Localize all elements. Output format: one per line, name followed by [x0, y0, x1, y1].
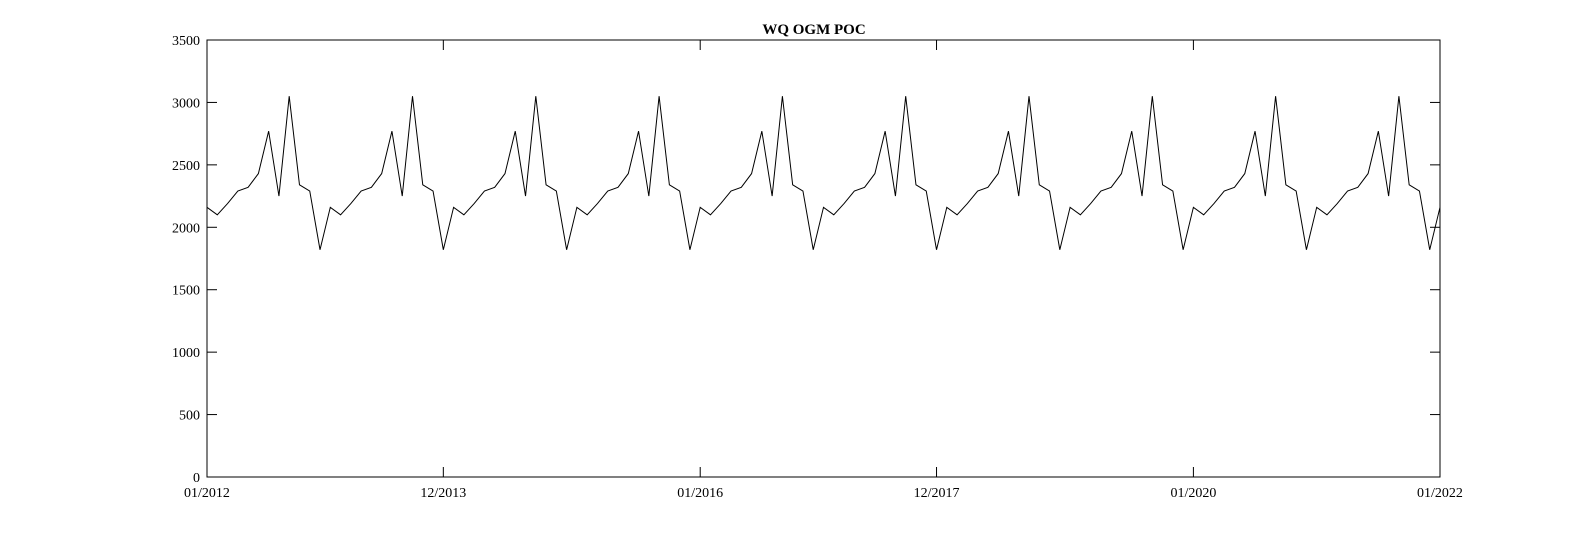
y-tick-label: 1000 — [172, 346, 200, 361]
y-tick-label: 500 — [179, 409, 200, 424]
y-tick-label: 1500 — [172, 284, 200, 299]
y-tick-label: 2500 — [172, 159, 200, 174]
x-tick-label: 01/2012 — [184, 486, 230, 501]
x-tick-label: 12/2017 — [914, 486, 960, 501]
axis-tick-labels: 0 500 1000 1500 2000 2500 3000 3500 01/2012 12/20… — [172, 34, 1463, 501]
x-tick-label: 01/2022 — [1417, 486, 1463, 501]
series-line — [206, 96, 1441, 250]
y-tick-label: 2000 — [172, 221, 200, 236]
x-tick-label: 01/2020 — [1170, 486, 1216, 501]
x-tick-label: 12/2013 — [420, 486, 466, 501]
y-tick-label: 0 — [193, 471, 200, 486]
y-tick-label: 3500 — [172, 34, 200, 49]
y-tick-label: 3000 — [172, 96, 200, 111]
plot-frame — [206, 39, 1441, 478]
x-tick-label: 01/2016 — [677, 486, 723, 501]
chart-title: WQ OGM POC — [762, 22, 865, 38]
